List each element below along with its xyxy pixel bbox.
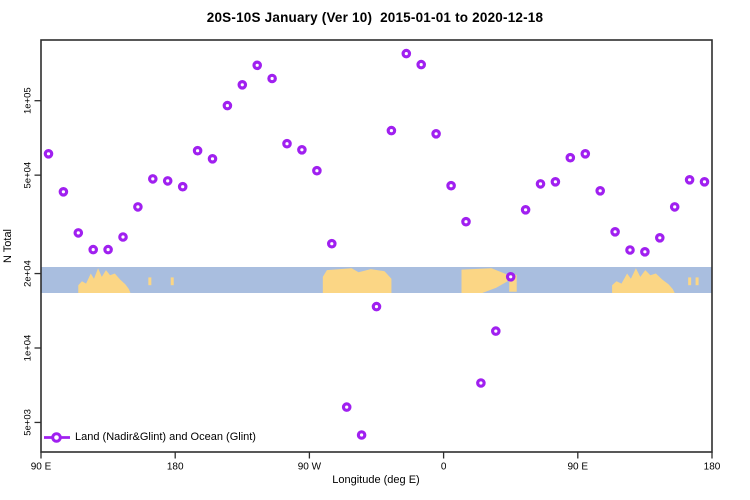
- y-tick-label: 5e+03: [23, 409, 34, 436]
- data-point: [386, 125, 397, 136]
- y-tick-label: 1e+05: [23, 87, 34, 114]
- data-point: [162, 176, 173, 186]
- data-point: [222, 100, 233, 111]
- data-point: [252, 60, 263, 71]
- data-point: [297, 145, 307, 155]
- data-point: [461, 216, 471, 227]
- data-point: [43, 149, 54, 159]
- land-segment-island-1: [148, 277, 152, 286]
- y-tick-label: 1e+04: [23, 335, 34, 362]
- data-point: [148, 174, 158, 184]
- data-point: [88, 244, 99, 255]
- data-point: [312, 165, 322, 176]
- y-tick-label: 2e+04: [23, 260, 34, 287]
- data-point: [431, 129, 441, 139]
- data-point: [565, 152, 576, 163]
- x-tick-label: 90 E: [568, 462, 589, 473]
- data-point: [326, 238, 337, 249]
- data-point: [550, 177, 561, 187]
- data-point: [177, 181, 188, 192]
- land-segment-africa: [461, 268, 508, 293]
- land-segment-australia: [78, 268, 131, 293]
- data-point: [595, 186, 606, 196]
- land-segment-island-2: [170, 277, 174, 286]
- data-point: [371, 301, 382, 312]
- legend-marker: [51, 432, 62, 443]
- x-tick-label: 180: [704, 462, 721, 473]
- land-segment-south-america: [322, 268, 392, 293]
- x-tick-label: 180: [167, 462, 184, 473]
- data-point: [625, 245, 635, 255]
- data-point: [684, 175, 695, 185]
- data-point: [341, 402, 352, 412]
- x-tick-label: 90 W: [298, 462, 322, 473]
- data-point: [73, 228, 84, 238]
- chart-title: 20S-10S January (Ver 10) 2015-01-01 to 2…: [206, 10, 544, 25]
- x-tick-label: 0: [441, 462, 447, 473]
- data-point: [133, 202, 143, 212]
- data-point: [446, 180, 456, 191]
- data-point: [476, 378, 486, 388]
- data-point: [237, 80, 248, 90]
- data-point: [103, 244, 113, 255]
- x-axis-title: Longitude (deg E): [332, 474, 420, 486]
- data-point: [490, 326, 501, 336]
- data-point: [610, 227, 620, 237]
- data-point: [699, 177, 710, 187]
- data-point: [640, 247, 650, 257]
- y-tick-label: 5e+04: [23, 162, 34, 189]
- data-point: [416, 59, 427, 70]
- data-point: [535, 179, 546, 189]
- data-point: [282, 138, 292, 149]
- land-segment-australia-2: [612, 268, 675, 293]
- data-point: [267, 73, 277, 84]
- data-point: [505, 271, 516, 282]
- data-point: [207, 154, 218, 164]
- plot-border: [40, 39, 713, 453]
- data-point: [580, 149, 591, 159]
- data-point: [192, 145, 203, 156]
- data-point: [58, 187, 69, 197]
- data-point: [654, 233, 665, 243]
- land-segment-island-3: [688, 277, 692, 286]
- data-point: [669, 202, 680, 212]
- data-point: [356, 430, 367, 440]
- data-point: [520, 205, 531, 215]
- data-point: [118, 232, 128, 242]
- x-tick-label: 90 E: [31, 462, 52, 473]
- land-segment-island-4: [695, 277, 699, 286]
- data-point: [401, 48, 412, 59]
- legend-label: Land (Nadir&Glint) and Ocean (Glint): [75, 430, 256, 443]
